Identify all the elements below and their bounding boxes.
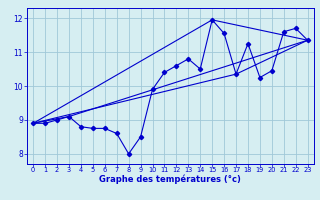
X-axis label: Graphe des températures (°c): Graphe des températures (°c) <box>100 175 241 184</box>
